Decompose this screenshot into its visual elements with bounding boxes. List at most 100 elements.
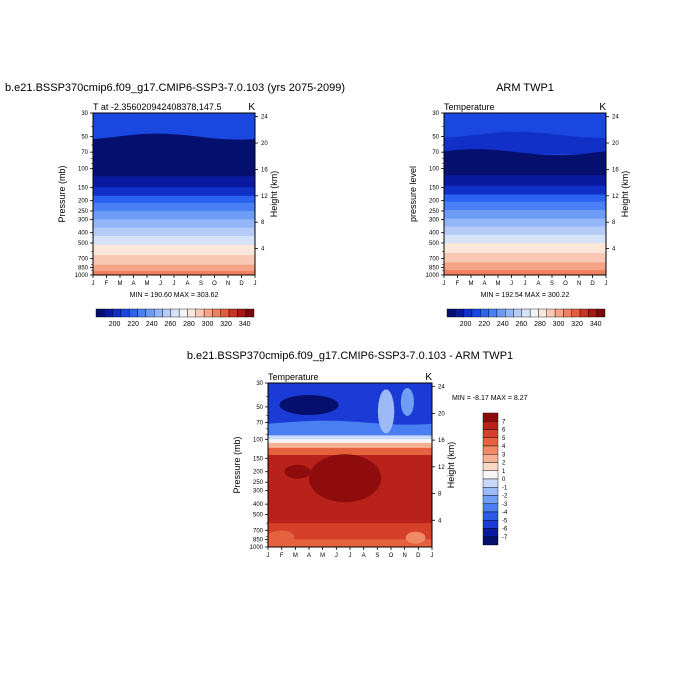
colorbar-swatch <box>104 308 113 318</box>
colorbar-label: 220 <box>127 321 139 328</box>
height-tick-label: 12 <box>261 194 268 200</box>
colorbar-swatch <box>154 308 163 318</box>
colorbar-swatch <box>237 308 246 318</box>
colorbar-2: 7 6 5 4 3 2 1 0 -1 -2 -3 -4 -5 -6 -7 <box>482 412 508 546</box>
x-tick-label: M <box>496 281 501 287</box>
colorbar-label: 320 <box>571 321 583 328</box>
colorbar-swatch <box>596 308 606 318</box>
contour-blob <box>284 464 311 479</box>
height-tick-label: 20 <box>612 141 619 147</box>
y-axis-label-right: Height (km) <box>620 171 630 218</box>
y-tick-label: 100 <box>78 167 89 173</box>
x-tick-label: J <box>605 281 608 287</box>
y-tick-label: 70 <box>432 150 439 156</box>
y-tick-label: 700 <box>253 528 264 534</box>
contour-blob <box>268 530 295 543</box>
y-tick-label: 850 <box>429 265 440 271</box>
contour-band <box>444 185 606 197</box>
y-tick-label: 1000 <box>75 273 89 279</box>
colorbar-swatch <box>463 308 473 318</box>
colorbar-swatch <box>482 437 499 447</box>
y-tick-label: 70 <box>81 150 88 156</box>
height-tick-label: 24 <box>612 115 619 121</box>
x-tick-label: J <box>92 281 95 287</box>
contour-band <box>93 202 255 213</box>
x-tick-label: A <box>307 553 311 559</box>
contour-band <box>93 236 255 247</box>
x-tick-label: O <box>563 281 568 287</box>
x-tick-label: J <box>524 281 527 287</box>
y-axis-label: Pressure (mb) <box>232 436 242 493</box>
colorbar-swatch <box>521 308 531 318</box>
y-tick-label: 200 <box>253 470 264 476</box>
contour-band <box>93 244 255 258</box>
colorbar-swatch <box>505 308 514 318</box>
height-tick-label: 12 <box>438 465 445 471</box>
colorbar-swatch <box>482 503 499 513</box>
y-tick-label: 50 <box>81 135 88 141</box>
x-tick-label: J <box>173 281 176 287</box>
x-tick-label: N <box>577 281 581 287</box>
colorbar-swatch <box>482 536 499 546</box>
chart-units-label: K <box>425 372 432 383</box>
contour-band <box>444 234 606 245</box>
colorbar-label: -3 <box>502 502 508 508</box>
x-tick-label: J <box>431 553 434 559</box>
y-tick-label: 500 <box>253 513 264 519</box>
contour-blob <box>309 454 382 503</box>
contour-band <box>444 242 606 255</box>
contour-band <box>444 113 606 137</box>
x-tick-label: J <box>267 553 270 559</box>
height-tick-label: 20 <box>261 141 268 147</box>
colorbar-swatch <box>120 308 130 318</box>
colorbar-swatch <box>112 308 122 318</box>
colorbar-label: 300 <box>553 321 565 328</box>
y-tick-label: 30 <box>432 111 439 117</box>
colorbar-swatch <box>203 308 213 318</box>
y-tick-label: 400 <box>253 502 264 508</box>
colorbar-label: 260 <box>516 321 528 328</box>
contour-band <box>444 262 606 273</box>
colorbar-label: 200 <box>460 321 472 328</box>
colorbar-swatch <box>496 308 506 318</box>
colorbar-swatch <box>482 421 499 430</box>
chart-title: b.e21.BSSP370cmip6.f09_g17.CMIP6-SSP3-7.… <box>5 82 345 94</box>
x-tick-label: S <box>550 281 554 287</box>
colorbar-label: 240 <box>497 321 509 328</box>
y-axis-label-right: Height (km) <box>446 442 456 489</box>
colorbar-swatch <box>482 511 499 521</box>
colorbar-label: -6 <box>502 527 508 533</box>
colorbar-swatch <box>220 308 230 318</box>
x-tick-label: M <box>469 281 474 287</box>
x-tick-label: J <box>510 281 513 287</box>
colorbar-label: -1 <box>502 485 508 491</box>
y-tick-label: 250 <box>253 480 264 486</box>
x-tick-label: J <box>254 281 257 287</box>
colorbar-swatch <box>212 308 221 318</box>
contour-band <box>93 113 255 139</box>
colorbar-0: 200 220 240 260 280 300 320 340 <box>95 308 255 328</box>
y-tick-label: 700 <box>429 257 440 263</box>
x-tick-label: J <box>349 553 352 559</box>
x-tick-label: M <box>293 553 298 559</box>
colorbar-swatch <box>137 308 147 318</box>
contour-band <box>268 539 432 547</box>
colorbar-swatch <box>480 308 489 318</box>
colorbar-swatch <box>482 528 499 537</box>
x-tick-label: O <box>212 281 217 287</box>
contour-band <box>444 131 606 155</box>
x-tick-label: N <box>226 281 230 287</box>
contour-band <box>93 219 255 230</box>
contour-band <box>444 210 606 221</box>
colorbar-label: -7 <box>502 535 508 541</box>
height-tick-label: 4 <box>261 247 265 253</box>
y-axis-label-right: Height (km) <box>269 171 279 218</box>
x-tick-label: D <box>239 281 244 287</box>
y-tick-label: 300 <box>78 217 89 223</box>
chart-title: ARM TWP1 <box>496 82 554 94</box>
contour-band <box>444 226 606 237</box>
colorbar-label: 6 <box>502 428 506 434</box>
y-tick-label: 250 <box>78 209 89 215</box>
chart-title: b.e21.BSSP370cmip6.f09_g17.CMIP6-SSP3-7.… <box>187 350 513 362</box>
contour-band <box>444 201 606 213</box>
